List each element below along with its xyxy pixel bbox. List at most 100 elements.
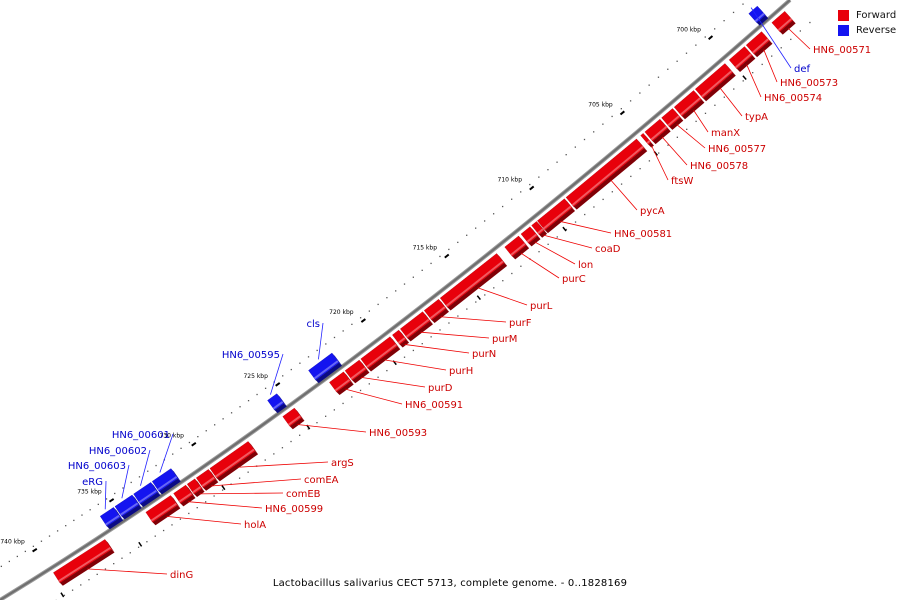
gene-leader-line: [420, 331, 490, 339]
gene-label: purN: [472, 349, 496, 360]
gene-highlight: [350, 367, 366, 380]
dot-inner: [667, 144, 669, 146]
dot-outer: [611, 115, 613, 118]
dot-outer: [492, 213, 495, 215]
tick-label: 725 kbp: [243, 373, 268, 380]
gene-highlight: [445, 260, 504, 307]
gene-body: [661, 108, 681, 128]
gene-highlight: [150, 502, 177, 522]
gene-leader-line: [676, 124, 706, 149]
reverse-swatch: [838, 25, 849, 36]
tick-label: 700 kbp: [676, 26, 701, 33]
genome-caption: Lactobacillus salivarius CECT 5713, comp…: [272, 578, 628, 589]
gene-leader-line: [140, 449, 151, 486]
dot-inner: [611, 191, 613, 193]
gene-leader-line: [661, 136, 688, 166]
dot-inner: [439, 329, 441, 331]
dot-outer: [529, 183, 531, 186]
dot-inner: [221, 489, 224, 491]
gene-highlight: [510, 242, 526, 256]
forward-swatch: [838, 10, 849, 21]
dot-outer: [105, 498, 108, 500]
dot-outer: [377, 303, 379, 306]
dot-outer: [565, 154, 567, 156]
dot-outer: [130, 481, 132, 484]
dot-inner: [538, 251, 540, 253]
tick-label: 705 kbp: [588, 102, 613, 109]
dot-outer: [556, 161, 558, 163]
dot-inner: [648, 160, 651, 162]
inner-tick: [476, 295, 481, 301]
gene-side: [315, 362, 343, 384]
dot-outer: [40, 540, 43, 542]
dot-inner: [307, 428, 309, 430]
dot-outer: [639, 92, 641, 94]
genome-backbone: [0, 0, 792, 600]
dot-outer: [403, 283, 406, 285]
tick-label: 735 kbp: [77, 489, 102, 496]
dot-inner: [799, 30, 801, 32]
dot-outer: [439, 255, 441, 258]
gene-body: [400, 311, 431, 339]
gene-leader-line: [651, 145, 669, 181]
tick-mark: [32, 547, 38, 553]
gene-side: [407, 321, 433, 342]
dot-outer: [32, 545, 35, 547]
dot-outer: [732, 11, 735, 14]
gene-body: [329, 371, 351, 393]
gene-highlight: [215, 448, 255, 478]
dot-inner: [403, 356, 406, 358]
gene-side: [140, 492, 161, 507]
gene-highlight: [526, 233, 537, 243]
gene-HN6_00601: [151, 468, 181, 495]
gene-leader-line: [763, 49, 778, 83]
dot-inner: [121, 557, 123, 559]
dot-inner: [602, 198, 604, 201]
dot-outer: [685, 52, 688, 54]
gene-label: eRG: [82, 477, 103, 488]
gene-leader-line: [543, 234, 593, 249]
gene-purD: [344, 359, 370, 384]
gene-highlight: [735, 53, 752, 69]
gene-side: [152, 505, 181, 526]
dot-inner: [511, 272, 513, 275]
dot-inner: [71, 589, 74, 591]
dot-outer: [520, 191, 522, 193]
gene-label: purH: [449, 366, 473, 377]
gene-side: [399, 339, 410, 348]
dot-inner: [771, 55, 773, 57]
gene-end: [132, 495, 142, 508]
gene-label: manX: [711, 128, 740, 139]
gene-HN6_00578: [644, 118, 671, 145]
dot-outer: [197, 435, 199, 438]
gene-HN6_00595: [267, 393, 287, 414]
dot-inner: [574, 221, 577, 223]
gene-leader-line: [188, 501, 263, 509]
gene-side: [59, 549, 115, 586]
inner-tick: [742, 75, 747, 81]
gene-side: [289, 417, 305, 430]
dot-inner: [137, 546, 140, 548]
dot-inner: [171, 524, 173, 526]
dot-outer: [547, 169, 549, 171]
dot-outer: [247, 399, 250, 402]
dot-inner: [179, 518, 182, 520]
gene-side: [352, 369, 370, 384]
gene-highlight: [777, 18, 792, 31]
gene-features: [53, 5, 796, 586]
dot-outer: [714, 28, 716, 30]
gene-HN6_00602: [133, 482, 161, 507]
gene-highlight: [334, 379, 351, 392]
gene-highlight: [58, 546, 111, 582]
gene-manX: [673, 90, 705, 120]
dot-outer: [188, 441, 191, 444]
gene-highlight: [288, 415, 301, 426]
gene-body: [673, 90, 702, 117]
dot-inner: [162, 529, 165, 532]
gene-purF: [423, 299, 449, 323]
dot-outer: [421, 269, 423, 271]
tick-mark: [108, 498, 115, 503]
dot-inner: [154, 535, 156, 537]
gene-label: cls: [307, 319, 321, 330]
gene-label: purD: [428, 383, 453, 394]
